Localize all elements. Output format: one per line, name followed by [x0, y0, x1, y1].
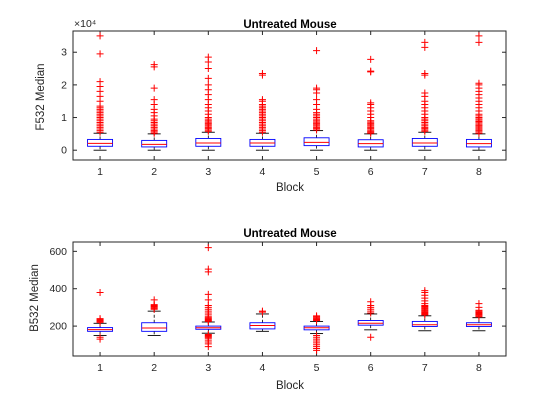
outlier-point — [475, 79, 483, 87]
bottom-xtick-label: 6 — [368, 362, 374, 374]
bottom-xtick-label: 4 — [260, 362, 266, 374]
outlier-point — [421, 69, 429, 77]
top-box-4 — [249, 69, 276, 151]
outlier-point — [421, 287, 429, 295]
iqr-box — [303, 137, 330, 147]
outlier-point — [204, 244, 212, 252]
outlier-point — [313, 84, 321, 92]
outlier-point — [204, 81, 212, 89]
top-chart-ylabel: F532 Median — [35, 63, 47, 130]
bottom-box-5 — [303, 312, 330, 354]
outlier-point — [96, 50, 104, 58]
top-xtick-label: 1 — [97, 166, 103, 178]
top-chart-exponent-label: ×10⁴ — [74, 18, 96, 30]
outlier-point — [475, 38, 483, 46]
outlier-point — [150, 61, 158, 69]
top-ytick-label: 2 — [61, 79, 67, 91]
bottom-box-3 — [195, 244, 222, 351]
iqr-box — [141, 322, 168, 332]
top-xtick-label: 8 — [476, 166, 482, 178]
bottom-box-7 — [411, 287, 438, 332]
outlier-point — [204, 331, 212, 339]
bottom-chart-ylabel: B532 Median — [29, 264, 41, 332]
bottom-box-4 — [249, 307, 276, 332]
top-box-5 — [303, 47, 330, 151]
outlier-point — [421, 89, 429, 97]
bottom-chart-title: Untreated Mouse — [243, 228, 336, 240]
top-box-7 — [411, 38, 438, 151]
top-xtick-label: 7 — [422, 166, 428, 178]
outlier-point — [421, 38, 429, 46]
outlier-point — [96, 288, 104, 296]
top-box-6 — [357, 55, 384, 151]
outlier-point — [150, 84, 158, 92]
bottom-ytick-label: 600 — [49, 246, 67, 258]
bottom-box-1 — [87, 288, 114, 343]
bottom-xtick-label: 7 — [422, 362, 428, 374]
outlier-point — [96, 78, 104, 86]
outlier-point — [258, 69, 266, 77]
iqr-box — [195, 137, 222, 147]
outlier-point — [96, 333, 104, 341]
bottom-box-6 — [357, 298, 384, 341]
outlier-point — [313, 96, 321, 104]
bottom-ytick-label: 200 — [49, 321, 67, 333]
top-box-3 — [195, 53, 222, 151]
bottom-chart-xlabel: Block — [276, 380, 304, 392]
outlier-point — [204, 65, 212, 73]
bottom-box-2 — [141, 296, 168, 336]
outlier-point — [96, 315, 104, 323]
top-box-2 — [141, 61, 168, 151]
top-ytick-label: 3 — [61, 47, 67, 59]
bottom-xtick-label: 3 — [205, 362, 211, 374]
top-box-1 — [87, 32, 114, 151]
outlier-point — [367, 55, 375, 63]
outlier-point — [313, 331, 321, 339]
outlier-point — [150, 96, 158, 104]
bottom-chart-plot-area: 200 400 600 1 2 3 4 5 6 7 8 — [49, 241, 507, 374]
iqr-box — [411, 137, 438, 147]
top-xtick-label: 6 — [368, 166, 374, 178]
outlier-point — [367, 99, 375, 107]
top-chart: Untreated Mouse ×10⁴ F532 Median Block 0… — [35, 18, 507, 194]
bottom-box-8 — [465, 300, 492, 332]
outlier-point — [367, 67, 375, 75]
top-chart-xlabel: Block — [276, 182, 304, 194]
outlier-point — [367, 298, 375, 306]
bottom-ytick-label: 400 — [49, 283, 67, 295]
outlier-point — [150, 296, 158, 304]
top-axes-box — [72, 30, 507, 161]
outlier-point — [475, 300, 483, 308]
bottom-axes-box — [72, 241, 507, 357]
top-chart-title: Untreated Mouse — [243, 19, 336, 31]
bottom-xtick-label: 1 — [97, 362, 103, 374]
top-xtick-label: 5 — [314, 166, 320, 178]
outlier-point — [204, 74, 212, 82]
outlier-point — [367, 333, 375, 341]
bottom-xtick-label: 8 — [476, 362, 482, 374]
bottom-xtick-label: 5 — [314, 362, 320, 374]
outlier-point — [313, 47, 321, 55]
outlier-point — [258, 307, 266, 315]
top-ytick-label: 1 — [61, 112, 67, 124]
bottom-chart: Untreated Mouse B532 Median Block 200 400… — [29, 228, 507, 392]
outlier-point — [204, 265, 212, 273]
top-chart-plot-area: 0 1 2 3 1 2 3 4 5 6 7 8 — [61, 30, 507, 178]
iqr-box — [411, 320, 438, 327]
outlier-point — [204, 290, 212, 298]
outlier-point — [96, 32, 104, 40]
top-xtick-label: 4 — [260, 166, 266, 178]
outlier-point — [475, 32, 483, 40]
top-ytick-label: 0 — [61, 145, 67, 157]
top-box-8 — [465, 32, 492, 151]
outlier-point — [313, 312, 321, 320]
outlier-point — [258, 96, 266, 104]
iqr-box — [141, 139, 168, 148]
outlier-point — [204, 53, 212, 61]
top-xtick-label: 2 — [151, 166, 157, 178]
bottom-xtick-label: 2 — [151, 362, 157, 374]
top-xtick-label: 3 — [205, 166, 211, 178]
